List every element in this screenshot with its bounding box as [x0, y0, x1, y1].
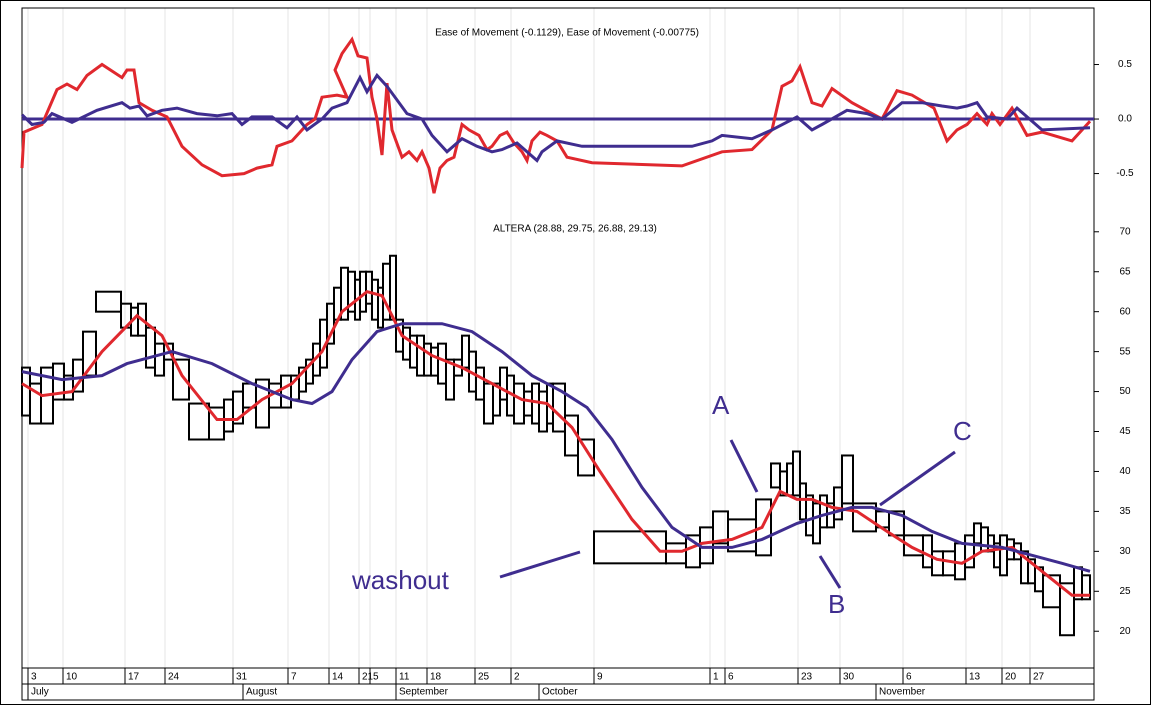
- annotation: A: [712, 390, 730, 420]
- x-tick-label: 21: [362, 672, 374, 683]
- annotation: B: [828, 589, 845, 619]
- month-label: July: [31, 687, 49, 698]
- y-tick-label: 20: [1119, 626, 1131, 637]
- x-tick-label: 18: [430, 672, 442, 683]
- annotation: C: [953, 416, 972, 446]
- x-tick-label: 9: [597, 672, 603, 683]
- month-label: November: [879, 687, 926, 698]
- y-tick-label: 0.5: [1118, 59, 1132, 70]
- y-tick-label: 45: [1119, 426, 1131, 437]
- y-tick-label: 65: [1119, 266, 1131, 277]
- y-tick-label: 40: [1119, 466, 1131, 477]
- volume-box: [792, 450, 801, 497]
- b-pointer: [818, 555, 842, 589]
- plot-frame: [21, 7, 1095, 701]
- volume-box: [137, 302, 147, 337]
- x-tick-label: 24: [168, 672, 180, 683]
- x-tick-label: 7: [291, 672, 297, 683]
- volume-box: [95, 290, 122, 313]
- x-tick-label: 10: [66, 672, 78, 683]
- x-tick-label: 27: [1033, 672, 1045, 683]
- volume-box: [755, 498, 772, 557]
- volume-box: [888, 510, 905, 537]
- x-tick-label: 30: [843, 672, 855, 683]
- volume-box: [445, 358, 455, 401]
- volume-box: [1081, 574, 1091, 601]
- y-tick-label: 50: [1119, 386, 1131, 397]
- annotation: washout: [351, 565, 450, 595]
- volume-box: [577, 438, 595, 477]
- volume-box: [172, 358, 190, 401]
- y-tick-label: 70: [1119, 226, 1131, 237]
- y-tick-label: 25: [1119, 586, 1131, 597]
- x-tick-label: 23: [801, 672, 813, 683]
- x-tick-label: 25: [478, 672, 490, 683]
- x-tick-label: 11: [399, 672, 410, 683]
- ma-line: [20, 72, 1091, 163]
- y-tick-label: 60: [1119, 306, 1131, 317]
- y-tick-label: 55: [1119, 346, 1131, 357]
- x-tick-label: 5: [373, 672, 379, 683]
- y-tick-label: 35: [1119, 506, 1131, 517]
- y-tick-label: 0.0: [1118, 114, 1132, 125]
- x-tick-label: 20: [1005, 672, 1017, 683]
- volume-box: [1059, 582, 1075, 637]
- month-label: October: [542, 687, 578, 698]
- volume-box: [326, 302, 335, 345]
- washout-pointer: [499, 550, 581, 579]
- month-label: August: [246, 687, 277, 698]
- x-tick-label: 6: [906, 672, 912, 683]
- c-pointer: [879, 450, 956, 507]
- y-tick-label: -0.5: [1116, 168, 1134, 179]
- price-title: ALTERA (28.88, 29.75, 26.88, 29.13): [493, 224, 657, 235]
- y-tick-label: 30: [1119, 546, 1131, 557]
- x-tick-label: 31: [236, 672, 248, 683]
- ma-line: [21, 290, 1090, 597]
- x-tick-label: 17: [128, 672, 140, 683]
- x-tick-label: 14: [332, 672, 344, 683]
- x-tick-label: 1: [713, 672, 719, 683]
- month-label: September: [399, 687, 449, 698]
- x-tick-label: 13: [969, 672, 981, 683]
- volume-box: [964, 534, 975, 569]
- x-tick-label: 6: [728, 672, 734, 683]
- ma-line: [20, 36, 1092, 194]
- x-tick-label: 2: [514, 672, 520, 683]
- x-tick-label: 3: [31, 672, 37, 683]
- a-pointer: [729, 439, 759, 493]
- eom-title: Ease of Movement (-0.1129), Ease of Move…: [435, 28, 699, 39]
- ma-line: [21, 322, 1091, 573]
- volume-box: [841, 454, 854, 505]
